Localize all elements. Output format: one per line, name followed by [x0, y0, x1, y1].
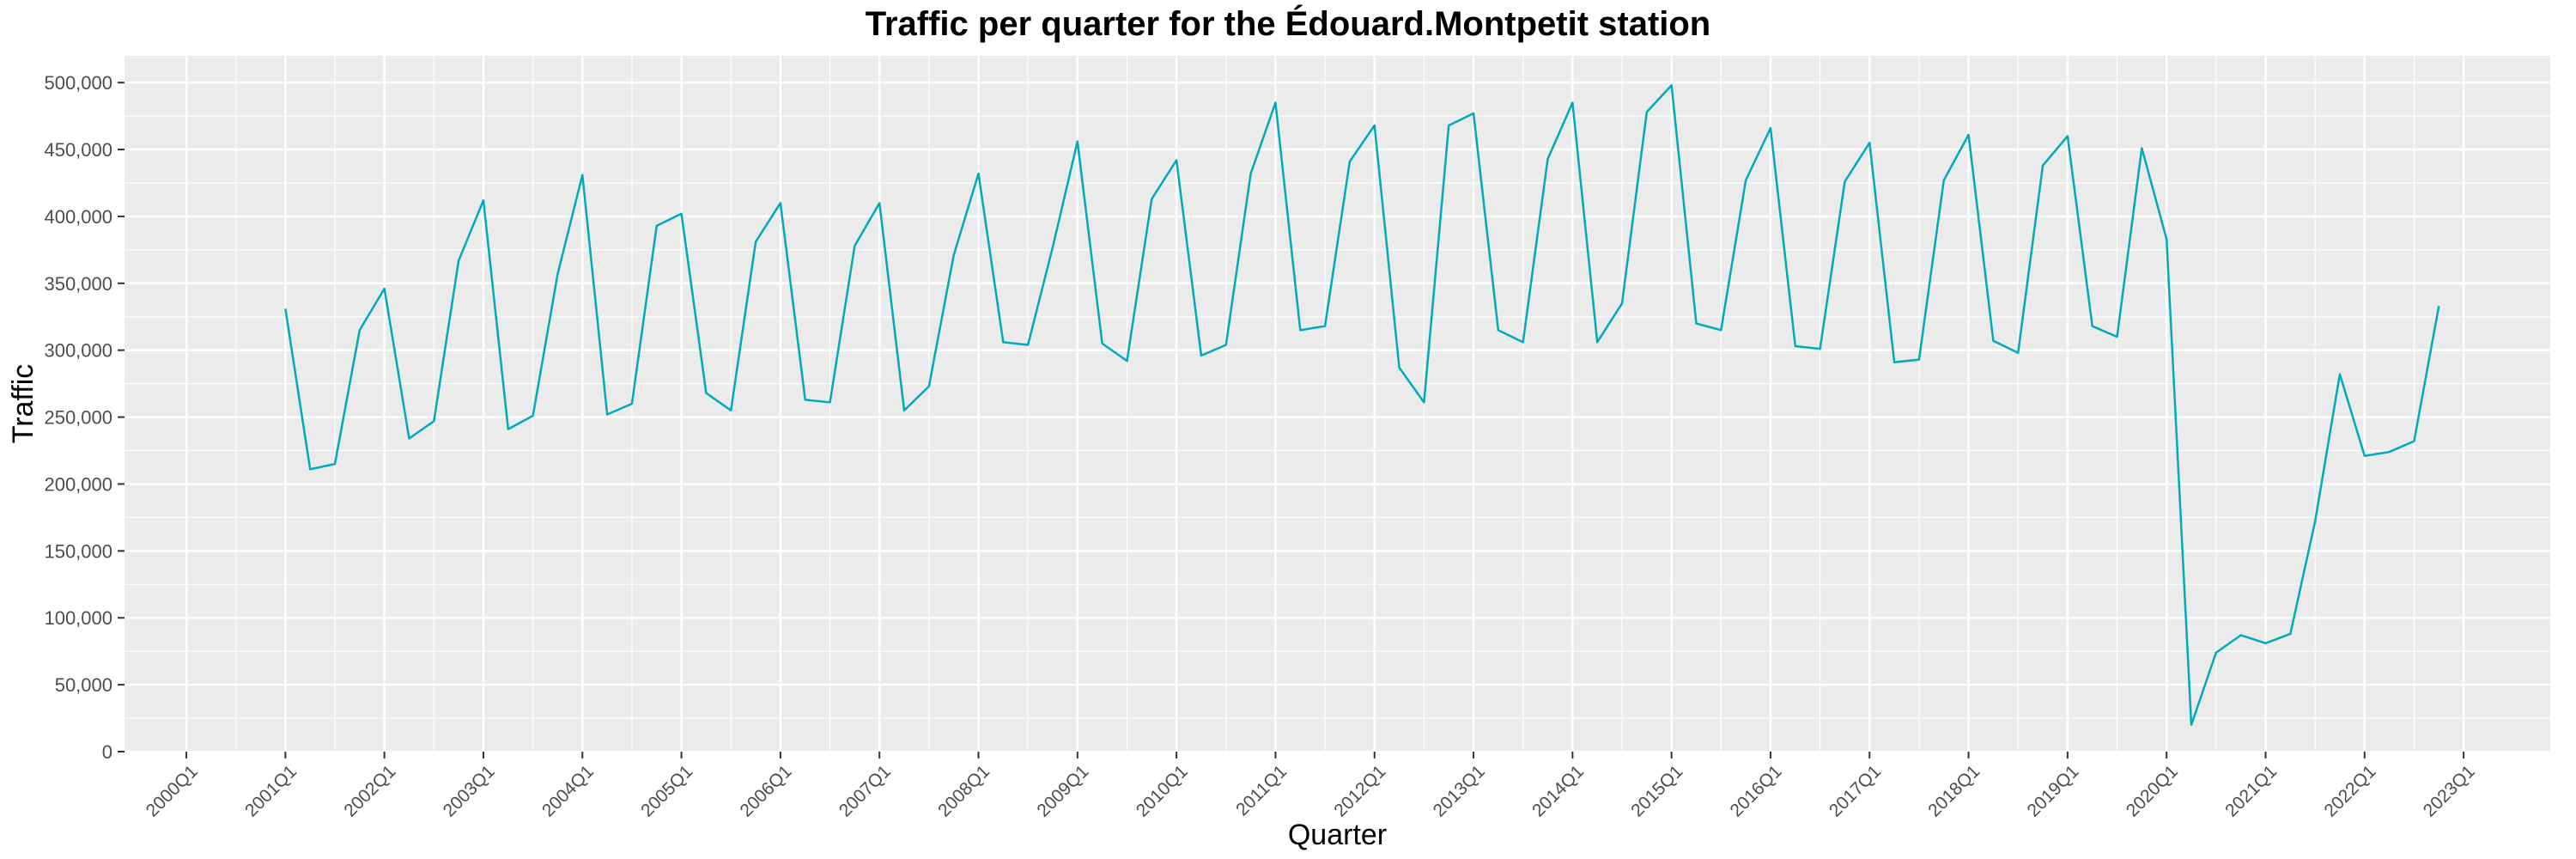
x-tick-label: 2002Q1	[340, 761, 399, 820]
y-tick-label: 400,000	[44, 206, 112, 228]
y-tick-label: 500,000	[44, 72, 112, 94]
x-tick-label: 2017Q1	[1826, 761, 1885, 820]
y-tick-label: 350,000	[44, 273, 112, 295]
x-tick-label: 2001Q1	[241, 761, 301, 820]
plot-background	[125, 56, 2550, 752]
x-tick-label: 2020Q1	[2123, 761, 2182, 820]
x-tick-label: 2005Q1	[637, 761, 696, 820]
y-axis: 0 50,000 100,000 150,000 200,000 250,000 300,0…	[44, 72, 125, 763]
x-tick-label: 2015Q1	[1627, 761, 1686, 820]
x-tick-label: 2023Q1	[2420, 761, 2479, 820]
x-axis: 2000Q1 2001Q1 2002Q1 2003Q1 2004Q1 2005Q1 2006…	[143, 752, 2479, 821]
y-tick-label: 50,000	[55, 674, 112, 696]
y-tick-label: 100,000	[44, 607, 112, 629]
x-tick-label: 2008Q1	[934, 761, 993, 820]
y-tick-label: 150,000	[44, 540, 112, 562]
grid-major	[125, 56, 2550, 753]
x-tick-label: 2007Q1	[835, 761, 895, 820]
x-tick-label: 2013Q1	[1430, 761, 1489, 820]
x-tick-label: 2022Q1	[2320, 761, 2379, 820]
x-tick-label: 2000Q1	[143, 761, 202, 820]
page-title: Traffic per quarter for the Édouard.Mont…	[865, 5, 1711, 43]
x-tick-label: 2012Q1	[1330, 761, 1389, 820]
x-tick-label: 2009Q1	[1033, 761, 1092, 820]
x-tick-label: 2016Q1	[1727, 761, 1786, 820]
x-tick-label: 2014Q1	[1528, 761, 1588, 820]
x-tick-label: 2004Q1	[538, 761, 598, 820]
x-tick-label: 2021Q1	[2221, 761, 2281, 820]
y-tick-label: 300,000	[44, 340, 112, 362]
x-tick-label: 2003Q1	[440, 761, 499, 820]
y-tick-label: 450,000	[44, 139, 112, 161]
x-axis-title: Quarter	[1288, 819, 1387, 851]
series-line	[284, 84, 2440, 727]
y-tick-label: 200,000	[44, 473, 112, 495]
y-tick-label: 0	[102, 741, 112, 763]
x-tick-label: 2018Q1	[1924, 761, 1984, 820]
x-tick-label: 2006Q1	[737, 761, 796, 820]
x-tick-label: 2011Q1	[1232, 761, 1291, 819]
y-axis-title: Traffic	[7, 364, 39, 444]
y-tick-label: 250,000	[44, 407, 112, 429]
x-tick-label: 2019Q1	[2023, 761, 2082, 820]
x-tick-label: 2010Q1	[1133, 761, 1192, 820]
